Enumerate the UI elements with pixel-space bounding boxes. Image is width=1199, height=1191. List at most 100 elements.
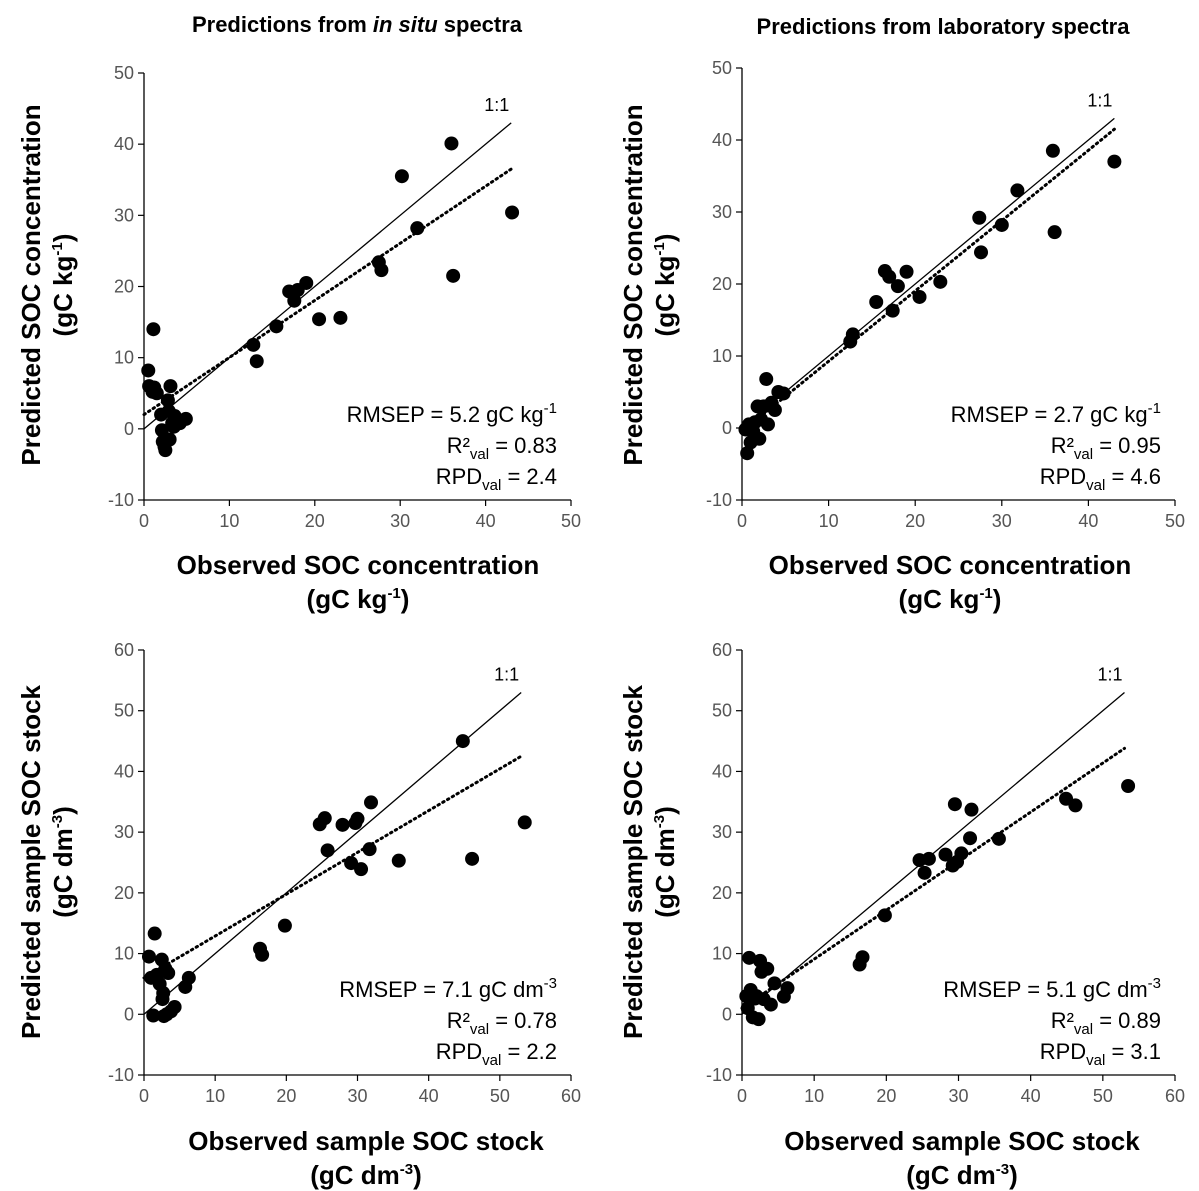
data-point (446, 268, 461, 283)
rpd-value: = 2.2 (501, 1039, 557, 1064)
data-point (1047, 225, 1062, 240)
data-point (855, 950, 870, 965)
data-point (760, 961, 775, 976)
x-tick-label: 20 (905, 511, 925, 531)
one-to-one-label: 1:1 (1087, 90, 1112, 110)
y-tick-label: -10 (108, 490, 134, 510)
x-tick-label: 20 (876, 1086, 896, 1106)
data-point (269, 319, 284, 334)
r2-label: R²val = 0.95 (1051, 433, 1161, 463)
title-laboratory: Predictions from laboratory spectra (757, 14, 1131, 39)
y-axis-label-group: Predicted SOC concentration (gC kg-1) (618, 104, 680, 465)
data-point (933, 274, 948, 289)
data-point (465, 851, 480, 866)
y-tick-label: 50 (114, 701, 134, 721)
data-point (287, 293, 302, 308)
data-point (246, 337, 261, 352)
y-axis-label-group: Predicted sample SOC stock (gC dm-3) (618, 684, 680, 1039)
y-unit-close: ) (650, 234, 680, 243)
data-point (354, 862, 369, 877)
r2-symbol: R² (447, 433, 470, 458)
y-tick-label: 30 (114, 205, 134, 225)
y-axis-unit: (gC dm-3) (48, 806, 78, 918)
rpd-symbol: RPD (436, 1039, 482, 1064)
x-axis-title: Observed SOC concentration (769, 550, 1132, 580)
x-unit-text: (gC dm (310, 1160, 400, 1190)
data-point (912, 289, 927, 304)
x-tick-label: 60 (1165, 1086, 1185, 1106)
data-point (160, 393, 175, 408)
y-tick-label: -10 (706, 1065, 732, 1085)
data-point (742, 950, 757, 965)
y-tick-label: 10 (114, 944, 134, 964)
y-axis-label-group: Predicted SOC concentration (gC kg-1) (16, 104, 78, 465)
data-point (181, 970, 196, 985)
rmsep-label: RMSEP = 2.7 gC kg-1 (951, 400, 1161, 427)
x-axis-title: Observed sample SOC stock (784, 1126, 1140, 1156)
y-tick-label: 0 (722, 418, 732, 438)
rpd-subscript: val (482, 1052, 501, 1069)
y-tick-label: 40 (712, 761, 732, 781)
data-point (394, 169, 409, 184)
data-point (759, 372, 774, 387)
data-point (780, 981, 795, 996)
x-tick-label: 50 (561, 511, 581, 531)
x-tick-label: 10 (205, 1086, 225, 1106)
r2-label: R²val = 0.78 (447, 1008, 557, 1038)
x-tick-label: 30 (390, 511, 410, 531)
rmsep-label: RMSEP = 5.1 gC dm-3 (943, 975, 1161, 1002)
data-point (362, 842, 377, 857)
y-tick-label: 0 (124, 1004, 134, 1024)
y-unit-close: ) (650, 806, 680, 815)
y-tick-label: 30 (712, 822, 732, 842)
one-to-one-label: 1:1 (1097, 665, 1122, 685)
data-point (444, 136, 459, 151)
y-tick-label: 20 (114, 277, 134, 297)
data-point (141, 949, 156, 964)
data-point (974, 245, 989, 260)
rmsep-value: RMSEP = 7.1 gC dm (339, 977, 543, 1002)
r2-subscript: val (1074, 1021, 1093, 1038)
data-point (505, 205, 520, 220)
rmsep-value: RMSEP = 5.2 gC kg (347, 402, 544, 427)
rmsep-unit-exponent: -3 (544, 975, 557, 992)
r2-label: R²val = 0.89 (1051, 1008, 1161, 1038)
regression-line (740, 746, 1126, 1010)
r2-label: R²val = 0.83 (447, 433, 557, 463)
x-axis-title: Observed sample SOC stock (188, 1126, 544, 1156)
data-point (249, 354, 264, 369)
rpd-value: = 3.1 (1105, 1039, 1161, 1064)
y-tick-label: 20 (712, 883, 732, 903)
x-axis-title: Observed SOC concentration (177, 550, 540, 580)
x-tick-label: 40 (1078, 511, 1098, 531)
r2-subscript: val (470, 1021, 489, 1038)
data-point (320, 843, 335, 858)
data-point (162, 432, 177, 447)
data-point (751, 1012, 766, 1027)
x-unit-text: (gC dm (906, 1160, 996, 1190)
rpd-symbol: RPD (1040, 464, 1086, 489)
data-point (1068, 798, 1083, 813)
x-tick-label: 30 (948, 1086, 968, 1106)
x-tick-label: 10 (219, 511, 239, 531)
one-to-one-label: 1:1 (484, 95, 509, 115)
data-point (364, 795, 379, 810)
data-point (149, 386, 164, 401)
y-unit-text: (gC kg (48, 256, 78, 337)
data-point (917, 865, 932, 880)
y-axis-label-group: Predicted sample SOC stock (gC dm-3) (16, 684, 78, 1039)
data-point (312, 312, 327, 327)
one-to-one-line (741, 117, 1115, 429)
r2-value: = 0.78 (489, 1008, 557, 1033)
data-point (938, 847, 953, 862)
rmsep-unit-exponent: -3 (1148, 975, 1161, 992)
data-point (350, 811, 365, 826)
data-point (277, 918, 292, 933)
x-unit-close: ) (401, 584, 410, 614)
rpd-value: = 2.4 (501, 464, 557, 489)
x-tick-label: 40 (419, 1086, 439, 1106)
y-tick-label: -10 (706, 490, 732, 510)
y-tick-label: 40 (114, 761, 134, 781)
